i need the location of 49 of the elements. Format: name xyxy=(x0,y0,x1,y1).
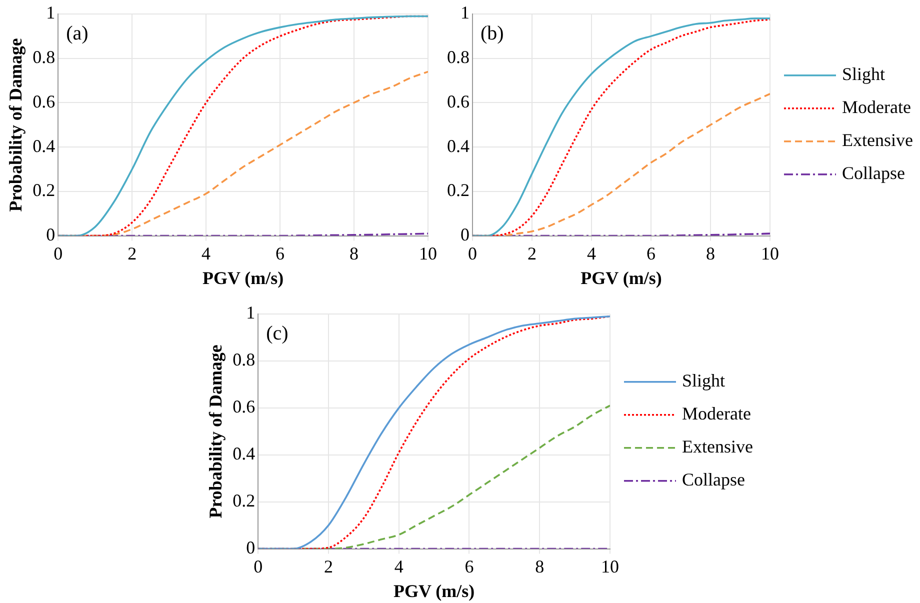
x-axis-title: PGV (m/s) xyxy=(393,580,475,601)
y-tick-label: 0.4 xyxy=(32,136,56,156)
y-tick-label: 0.2 xyxy=(447,180,470,200)
x-axis-title: PGV (m/s) xyxy=(580,268,662,288)
y-tick-label: 1 xyxy=(46,2,56,23)
y-axis-title: Probability of Damage xyxy=(205,344,226,518)
x-tick-label: 4 xyxy=(587,243,596,264)
y-tick-label: 0.2 xyxy=(232,490,256,511)
legend-label: Moderate xyxy=(682,404,751,424)
y-tick-label: 0.4 xyxy=(232,444,256,464)
y-tick-label: 0 xyxy=(246,538,256,558)
y-tick-label: 0.8 xyxy=(232,350,256,370)
x-tick-label: 10 xyxy=(419,243,437,264)
y-tick-label: 1 xyxy=(246,302,256,323)
y-axis-title: Probability of Damage xyxy=(5,38,26,212)
x-tick-label: 2 xyxy=(324,556,333,576)
y-tick-label: 0.6 xyxy=(32,91,56,112)
y-tick-label: 0.4 xyxy=(447,136,470,156)
x-tick-label: 4 xyxy=(202,243,211,264)
y-tick-label: 0 xyxy=(46,224,56,245)
legend-label: Collapse xyxy=(682,470,745,490)
x-tick-label: 8 xyxy=(535,556,544,576)
annotation: (b) xyxy=(480,22,504,44)
x-tick-label: 8 xyxy=(706,243,715,264)
legend-label: Extensive xyxy=(682,436,753,457)
legend-label: Moderate xyxy=(842,97,911,118)
x-tick-label: 4 xyxy=(394,556,404,576)
x-axis-title: PGV (m/s) xyxy=(202,268,284,288)
y-tick-label: 0 xyxy=(460,224,470,245)
legend-label: Collapse xyxy=(842,163,905,184)
x-tick-label: 2 xyxy=(128,243,137,264)
x-tick-label: 6 xyxy=(646,243,656,264)
y-tick-label: 0.8 xyxy=(32,47,56,68)
annotation: (a) xyxy=(66,22,88,44)
x-tick-label: 10 xyxy=(761,243,779,264)
y-tick-label: 0.6 xyxy=(447,91,470,112)
legend-label: Extensive xyxy=(842,130,913,150)
annotation: (c) xyxy=(266,322,288,344)
x-tick-label: 10 xyxy=(601,556,619,576)
y-tick-label: 0.6 xyxy=(232,396,256,417)
x-tick-label: 2 xyxy=(528,243,536,264)
legend-label: Slight xyxy=(842,64,886,84)
legend-label: Slight xyxy=(682,370,726,391)
x-tick-label: 6 xyxy=(464,556,474,576)
x-tick-label: 8 xyxy=(350,243,359,264)
y-tick-label: 1 xyxy=(460,2,470,23)
x-tick-label: 6 xyxy=(276,243,285,264)
y-tick-label: 0.8 xyxy=(447,47,470,68)
y-tick-label: 0.2 xyxy=(32,180,56,200)
